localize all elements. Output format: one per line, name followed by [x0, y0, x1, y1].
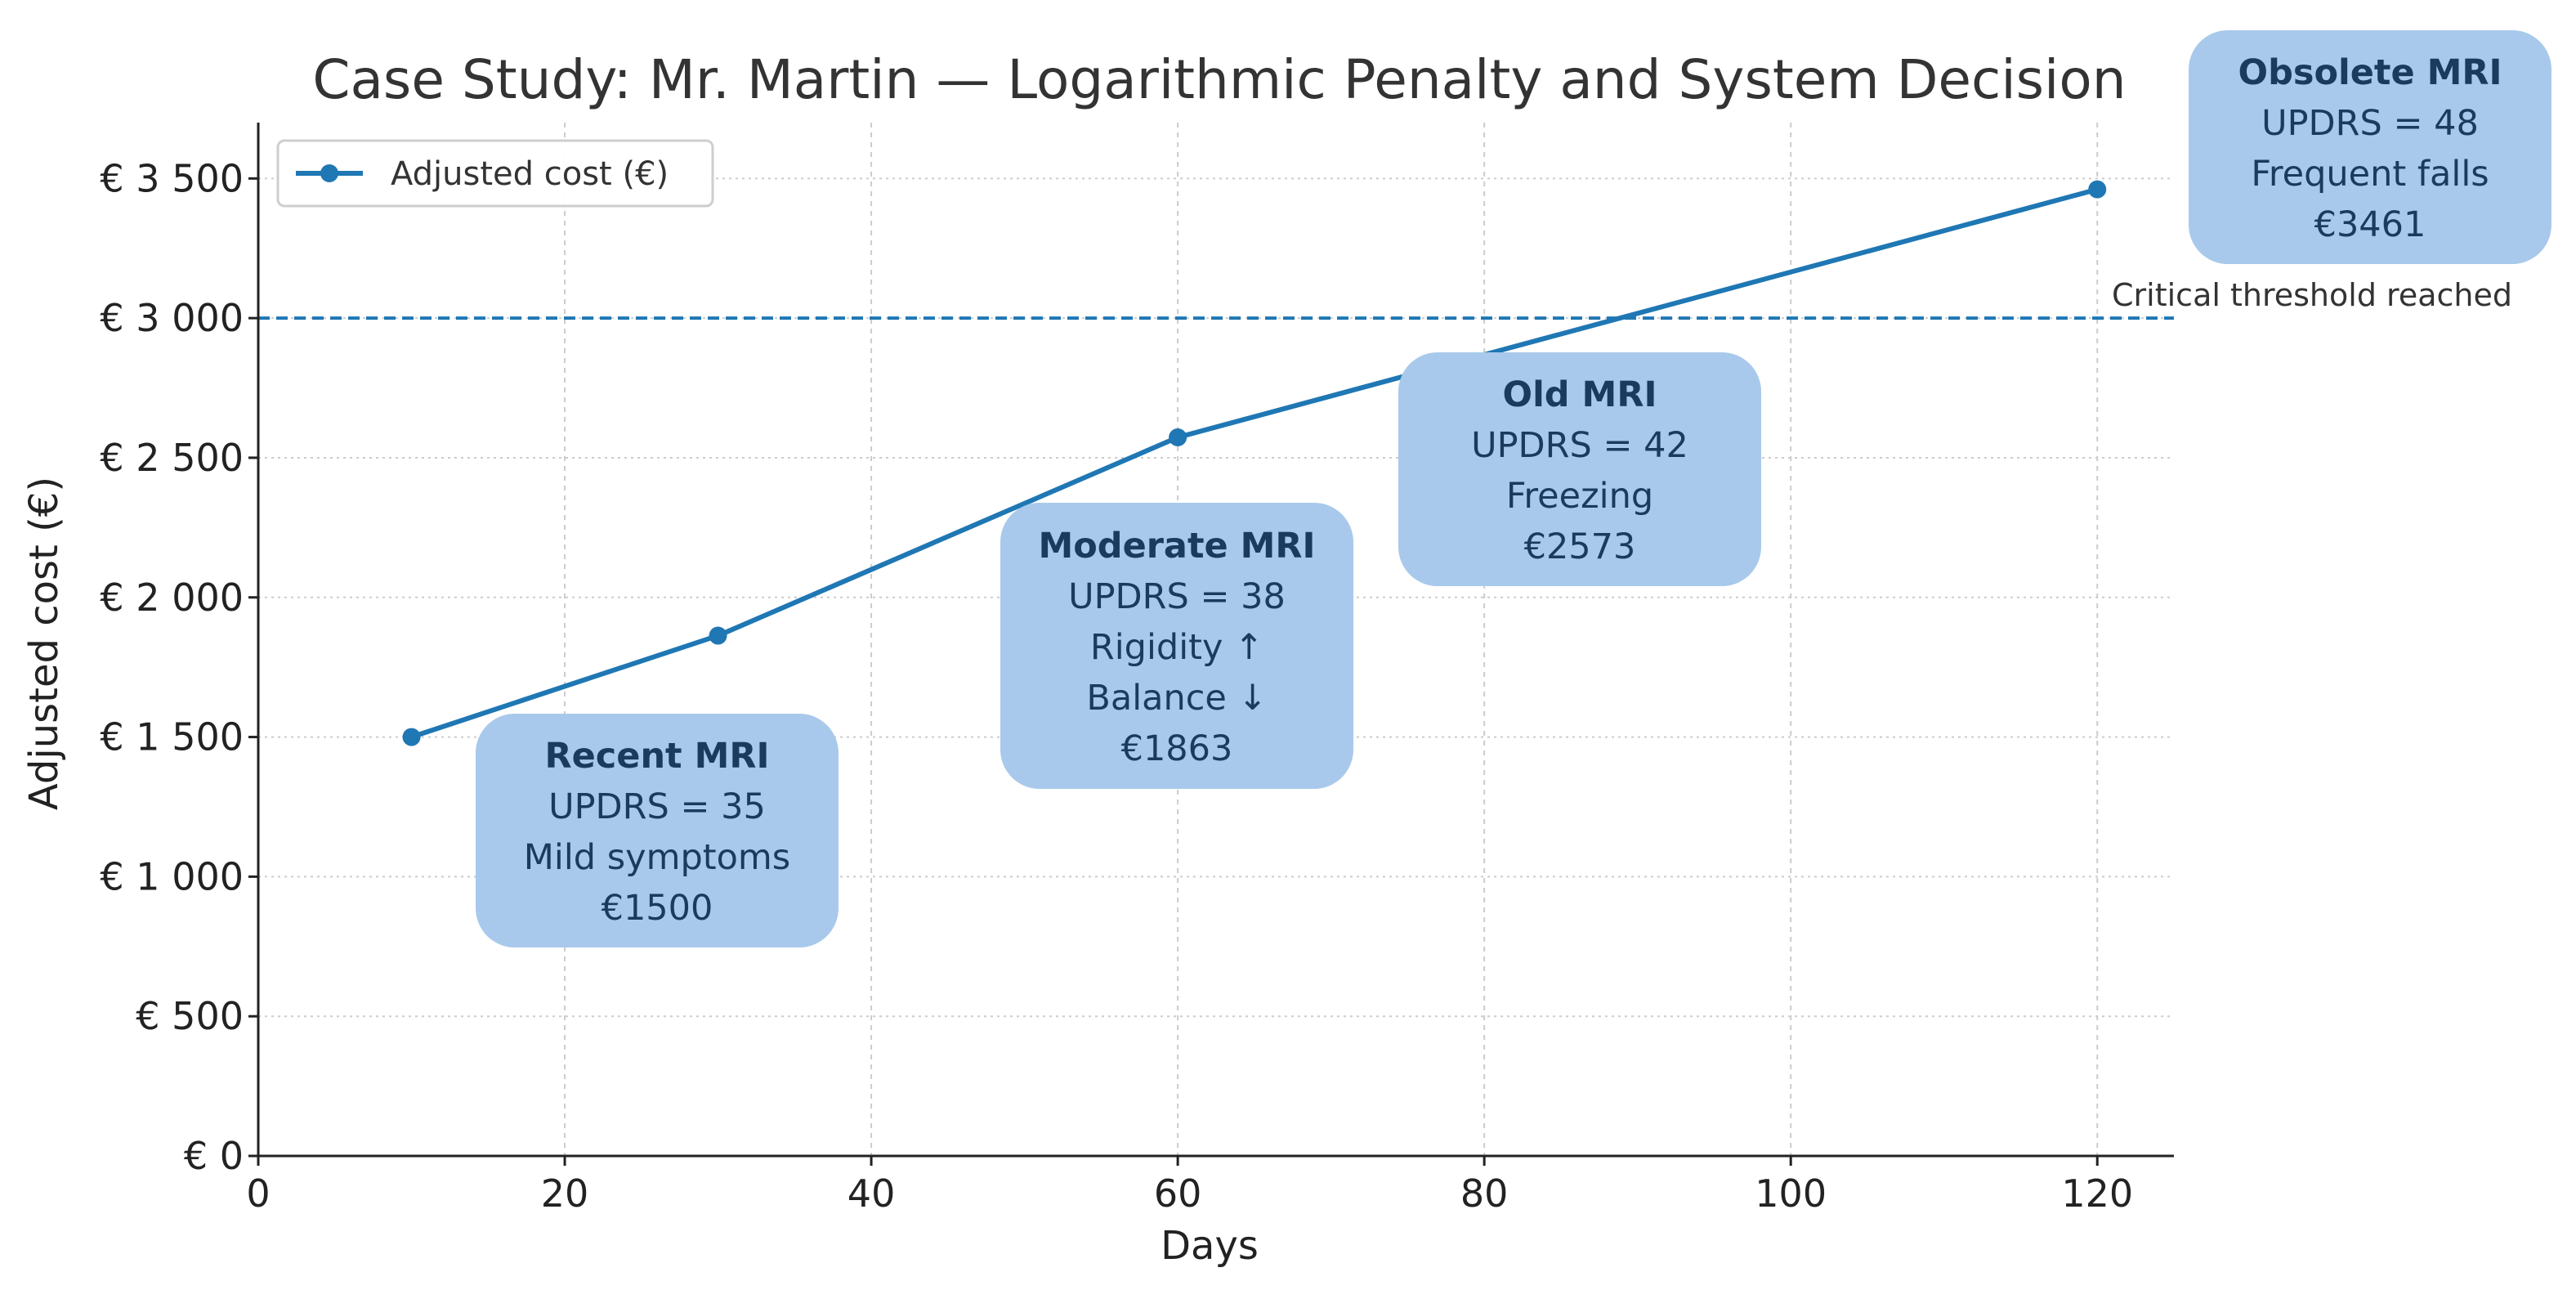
- annotation-background: [1398, 352, 1761, 586]
- x-tick-label: 20: [541, 1171, 589, 1216]
- annotation-line: €2573: [1524, 526, 1636, 567]
- axes: 0 20 40 60 80 100 120 € 0 € 500 € 1 000 € 1 500 € 2…: [100, 123, 2174, 1216]
- data-point: [2088, 180, 2107, 199]
- x-tick-label: 0: [246, 1171, 270, 1216]
- data-point: [1169, 428, 1187, 447]
- annotation-background: [476, 714, 839, 947]
- legend-label: Adjusted cost (€): [391, 155, 669, 193]
- data-point: [402, 728, 421, 746]
- y-tick-label: € 1 000: [100, 854, 244, 898]
- annotation-line: Rigidity ↑: [1090, 627, 1263, 668]
- data-point: [709, 626, 727, 645]
- annotation-title: Old MRI: [1503, 374, 1657, 415]
- annotations: Recent MRI UPDRS = 35 Mild symptoms €1500 Mo…: [476, 30, 2551, 947]
- threshold-label: Critical threshold reached: [2112, 277, 2512, 313]
- annotation-line: Mild symptoms: [524, 837, 790, 878]
- x-tick-label: 40: [847, 1171, 896, 1216]
- annotation-box: Obsolete MRI UPDRS = 48 Frequent falls €346…: [2189, 30, 2551, 264]
- annotation-line: Balance ↓: [1086, 678, 1267, 719]
- annotation-title: Recent MRI: [545, 736, 770, 777]
- chart-title: Case Study: Mr. Martin — Logarithmic Pen…: [312, 48, 2126, 111]
- annotation-line: Freezing: [1506, 476, 1653, 517]
- annotation-box: Recent MRI UPDRS = 35 Mild symptoms €1500: [476, 714, 839, 947]
- annotation-line: UPDRS = 35: [548, 786, 766, 827]
- legend: Adjusted cost (€): [276, 139, 714, 208]
- annotation-line: €1500: [602, 888, 713, 929]
- annotation-title: Obsolete MRI: [2238, 52, 2502, 93]
- y-tick-label: € 3 500: [100, 156, 244, 200]
- x-tick-label: 120: [2061, 1171, 2133, 1216]
- annotation-box: Old MRI UPDRS = 42 Freezing €2573: [1398, 352, 1761, 586]
- y-tick-label: € 0: [184, 1134, 244, 1178]
- x-tick-label: 80: [1460, 1171, 1509, 1216]
- grid: [258, 123, 2174, 1156]
- threshold-group: Critical threshold reached: [258, 277, 2512, 320]
- annotation-line: UPDRS = 42: [1471, 425, 1688, 466]
- y-tick-label: € 1 500: [100, 715, 244, 759]
- series-line: [410, 186, 2099, 740]
- annotation-background: [2189, 30, 2551, 264]
- y-tick-label: € 500: [136, 994, 244, 1038]
- legend-marker: [320, 164, 338, 182]
- annotation-line: €1863: [1121, 728, 1233, 769]
- y-axis-label: Adjusted cost (€): [21, 477, 67, 810]
- annotation-background: [1000, 503, 1353, 789]
- annotation-line: €3461: [2314, 204, 2426, 245]
- y-tick-label: € 3 000: [100, 296, 244, 340]
- annotation-title: Moderate MRI: [1038, 526, 1315, 567]
- annotation-line: UPDRS = 48: [2261, 103, 2479, 144]
- y-tick-label: € 2 000: [100, 576, 244, 620]
- annotation-line: UPDRS = 38: [1068, 576, 1286, 617]
- x-tick-label: 100: [1755, 1171, 1827, 1216]
- series-group: [402, 180, 2107, 746]
- x-axis-label: Days: [1161, 1223, 1259, 1269]
- annotation-box: Moderate MRI UPDRS = 38 Rigidity ↑ Balance …: [1000, 503, 1353, 789]
- annotation-line: Frequent falls: [2251, 154, 2489, 195]
- x-tick-label: 60: [1154, 1171, 1202, 1216]
- y-tick-label: € 2 500: [100, 436, 244, 480]
- legend-frame: [276, 139, 714, 208]
